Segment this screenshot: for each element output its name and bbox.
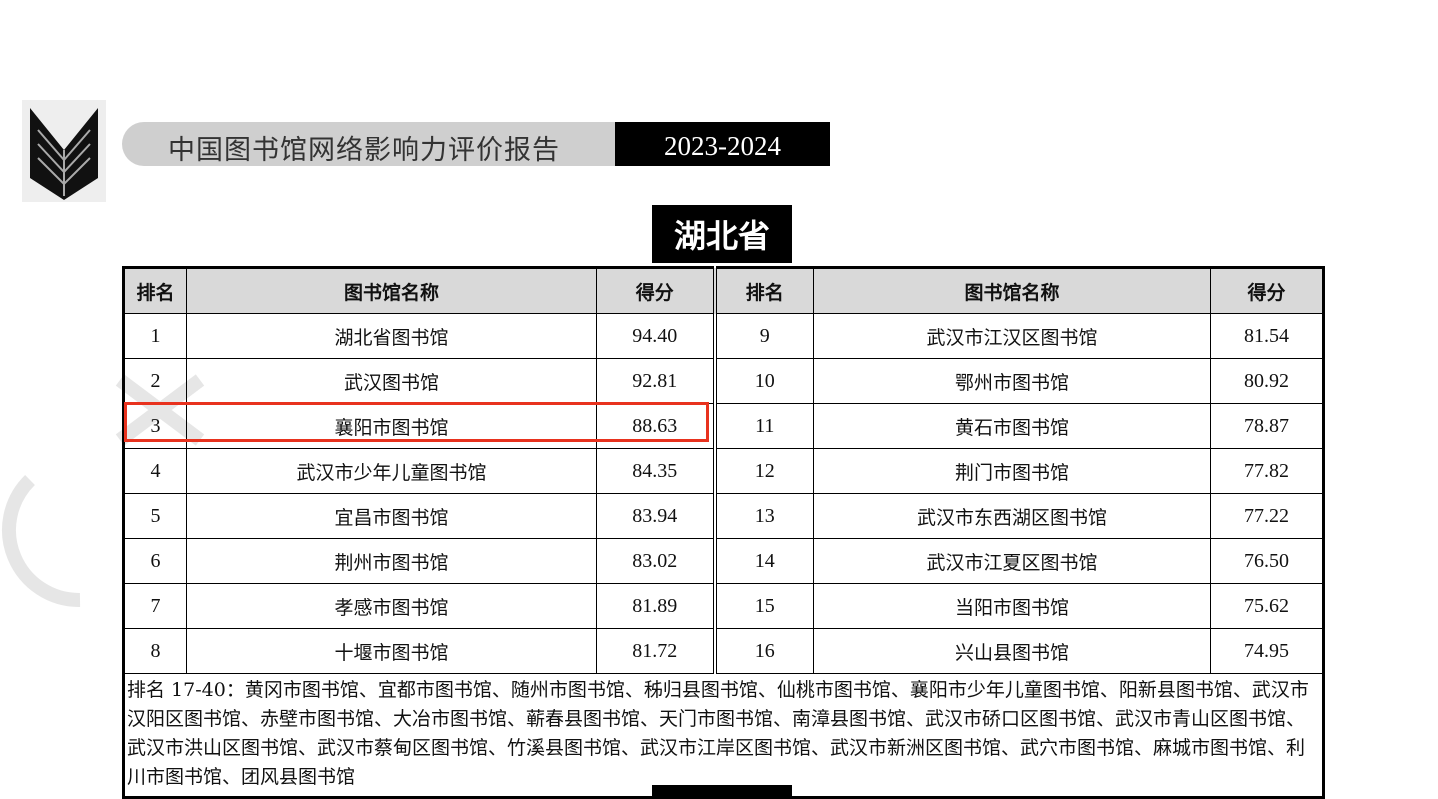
cell-rank: 15 — [714, 583, 814, 629]
cell-rank: 3 — [123, 403, 187, 449]
table-row: 3 襄阳市图书馆 88.63 11 黄石市图书馆 78.87 — [123, 403, 1324, 449]
province-heading: 湖北省 — [652, 205, 792, 263]
cell-rank: 9 — [714, 313, 814, 359]
ranking-17-40-notes: 排名 17-40：黄冈市图书馆、宜都市图书馆、随州市图书馆、秭归县图书馆、仙桃市… — [123, 673, 1324, 798]
cell-score: 80.92 — [1210, 358, 1324, 404]
table-row: 2 武汉图书馆 92.81 10 鄂州市图书馆 80.92 — [123, 358, 1324, 404]
cell-name: 湖北省图书馆 — [186, 313, 597, 359]
cell-score: 81.72 — [596, 628, 717, 674]
report-banner — [122, 122, 615, 166]
cell-score: 88.63 — [596, 403, 717, 449]
cell-name: 当阳市图书馆 — [813, 583, 1211, 629]
col-rank: 排名 — [714, 267, 814, 314]
table-row: 7 孝感市图书馆 81.89 15 当阳市图书馆 75.62 — [123, 583, 1324, 629]
report-title: 中国图书馆网络影响力评价报告 — [168, 135, 560, 166]
cell-name: 黄石市图书馆 — [813, 403, 1211, 449]
cell-score: 74.95 — [1210, 628, 1324, 674]
cell-name: 武汉图书馆 — [186, 358, 597, 404]
cell-score: 77.82 — [1210, 448, 1324, 494]
cell-name: 鄂州市图书馆 — [813, 358, 1211, 404]
cell-score: 77.22 — [1210, 493, 1324, 539]
cell-name: 宜昌市图书馆 — [186, 493, 597, 539]
table-row: 1 湖北省图书馆 94.40 9 武汉市江汉区图书馆 81.54 — [123, 313, 1324, 359]
cell-score: 83.02 — [596, 538, 717, 584]
cell-name: 武汉市东西湖区图书馆 — [813, 493, 1211, 539]
cell-score: 94.40 — [596, 313, 717, 359]
cell-rank: 4 — [123, 448, 187, 494]
col-score: 得分 — [596, 267, 717, 314]
cell-score: 75.62 — [1210, 583, 1324, 629]
cell-score: 81.89 — [596, 583, 717, 629]
cell-rank: 13 — [714, 493, 814, 539]
cell-rank: 11 — [714, 403, 814, 449]
cell-rank: 2 — [123, 358, 187, 404]
cell-name: 兴山县图书馆 — [813, 628, 1211, 674]
report-year: 2023-2024 — [615, 122, 830, 166]
cell-rank: 10 — [714, 358, 814, 404]
footer-bar — [652, 785, 792, 797]
cell-name: 武汉市江夏区图书馆 — [813, 538, 1211, 584]
cell-rank: 5 — [123, 493, 187, 539]
table-row: 5 宜昌市图书馆 83.94 13 武汉市东西湖区图书馆 77.22 — [123, 493, 1324, 539]
table-row: 8 十堰市图书馆 81.72 16 兴山县图书馆 74.95 — [123, 628, 1324, 674]
cell-rank: 6 — [123, 538, 187, 584]
cell-rank: 12 — [714, 448, 814, 494]
cell-rank: 8 — [123, 628, 187, 674]
table-header-row: 排名 图书馆名称 得分 排名 图书馆名称 得分 — [123, 267, 1324, 314]
table-row: 4 武汉市少年儿童图书馆 84.35 12 荆门市图书馆 77.82 — [123, 448, 1324, 494]
cell-name: 荆州市图书馆 — [186, 538, 597, 584]
notes-row: 排名 17-40：黄冈市图书馆、宜都市图书馆、随州市图书馆、秭归县图书馆、仙桃市… — [123, 673, 1324, 798]
cell-rank: 16 — [714, 628, 814, 674]
cell-rank: 14 — [714, 538, 814, 584]
book-logo — [22, 100, 106, 202]
cell-rank: 7 — [123, 583, 187, 629]
cell-rank: 1 — [123, 313, 187, 359]
col-name: 图书馆名称 — [186, 267, 597, 314]
cell-name: 十堰市图书馆 — [186, 628, 597, 674]
cell-score: 76.50 — [1210, 538, 1324, 584]
col-score: 得分 — [1210, 267, 1324, 314]
table-row: 6 荆州市图书馆 83.02 14 武汉市江夏区图书馆 76.50 — [123, 538, 1324, 584]
cell-score: 92.81 — [596, 358, 717, 404]
ranking-table: 排名 图书馆名称 得分 排名 图书馆名称 得分 1 湖北省图书馆 94.40 9 武汉市… — [122, 266, 1325, 799]
cell-score: 83.94 — [596, 493, 717, 539]
cell-name: 襄阳市图书馆 — [186, 403, 597, 449]
cell-name: 武汉市少年儿童图书馆 — [186, 448, 597, 494]
cell-score: 84.35 — [596, 448, 717, 494]
cell-score: 81.54 — [1210, 313, 1324, 359]
cell-name: 武汉市江汉区图书馆 — [813, 313, 1211, 359]
cell-score: 78.87 — [1210, 403, 1324, 449]
cell-name: 孝感市图书馆 — [186, 583, 597, 629]
cell-name: 荆门市图书馆 — [813, 448, 1211, 494]
col-rank: 排名 — [123, 267, 187, 314]
col-name: 图书馆名称 — [813, 267, 1211, 314]
